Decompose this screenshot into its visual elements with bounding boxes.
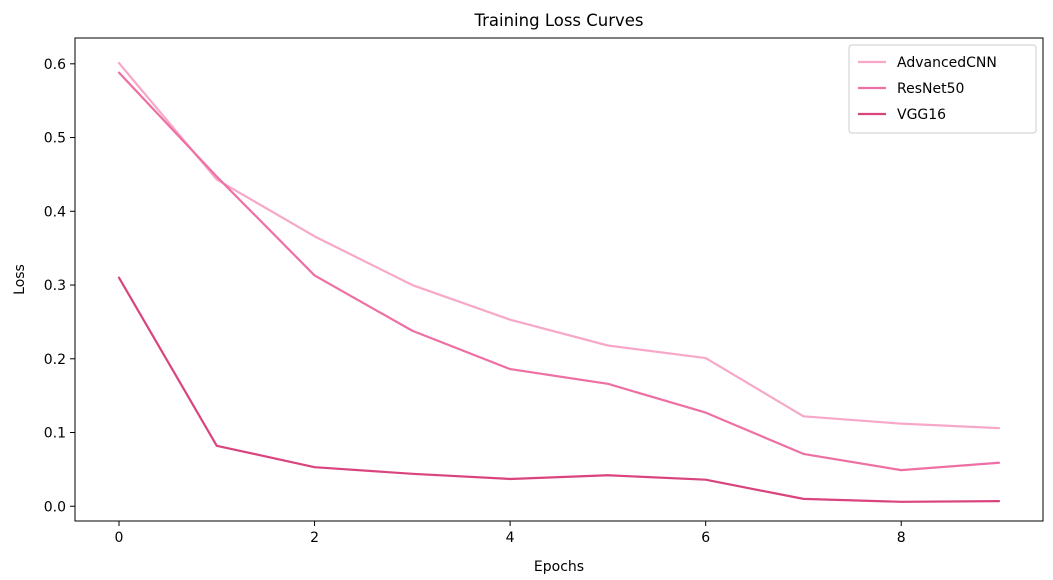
y-axis: 0.0 0.1 0.2 0.3 0.4 0.5 0.6 (44, 57, 75, 515)
x-axis: 0 2 4 6 8 (115, 521, 906, 546)
x-axis-label: Epochs (534, 559, 584, 575)
y-tick-label: 0.4 (44, 204, 66, 220)
legend-label: ResNet50 (897, 81, 964, 97)
legend-box (848, 44, 1037, 134)
plot-area (74, 37, 1044, 522)
legend-label: VGG16 (897, 107, 946, 123)
series-layer (117, 61, 1001, 503)
y-tick-label: 0.2 (44, 352, 66, 368)
x-tick-label: 6 (701, 530, 710, 546)
series-line-resnet50 (117, 71, 1001, 472)
x-tick-label: 4 (506, 530, 515, 546)
x-tick-label: 0 (115, 530, 124, 546)
x-tick-label: 8 (897, 530, 906, 546)
y-tick-label: 0.1 (44, 426, 66, 442)
y-tick-label: 0.6 (44, 57, 66, 73)
chart-title: Training Loss Curves (473, 11, 643, 30)
y-tick-label: 0.3 (44, 278, 66, 294)
y-tick-label: 0.5 (44, 131, 66, 147)
x-tick-label: 2 (310, 530, 319, 546)
legend-label: AdvancedCNN (897, 55, 997, 71)
plot-border (74, 37, 1044, 522)
y-tick-label: 0.0 (44, 499, 66, 515)
series-line-advancedcnn (117, 61, 1001, 430)
y-axis-label: Loss (12, 264, 28, 295)
series-line-vgg16 (117, 276, 1001, 503)
legend: AdvancedCNN ResNet50 VGG16 (848, 44, 1037, 134)
